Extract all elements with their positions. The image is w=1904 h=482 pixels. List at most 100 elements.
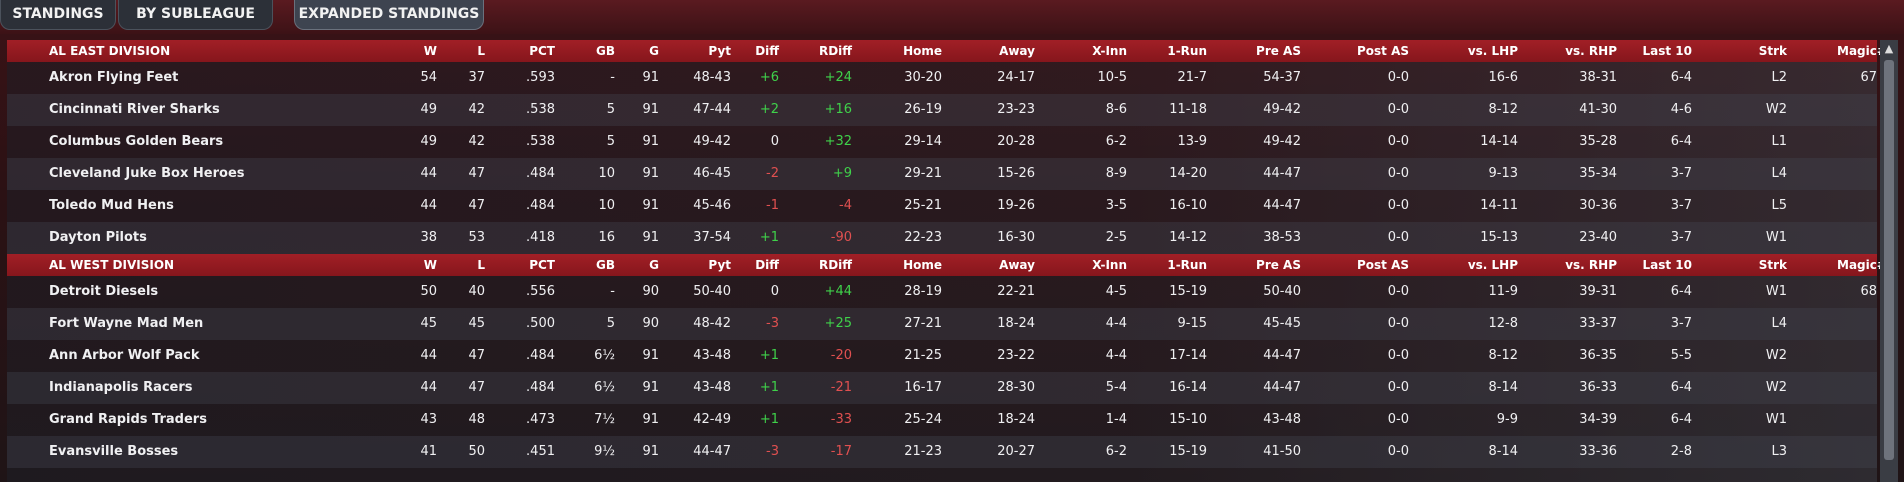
table-row[interactable]: Indianapolis Racers 44 47 .484 6½ 91 43-48 +1 -2… xyxy=(7,372,1877,404)
cell-pct: .484 xyxy=(526,348,555,363)
cell-w: 43 xyxy=(420,412,437,427)
cell-xinn: 1-4 xyxy=(1105,412,1127,427)
column-header[interactable]: Home xyxy=(903,44,942,58)
column-header[interactable]: vs. LHP xyxy=(1467,258,1518,272)
table-row[interactable]: Detroit Diesels 50 40 .556 - 90 50-40 0 +44 28-19… xyxy=(7,276,1877,308)
table-row[interactable]: Cincinnati River Sharks 49 42 .538 5 91 47-44 +… xyxy=(7,94,1877,126)
column-header[interactable]: Away xyxy=(999,258,1035,272)
column-header[interactable]: Post AS xyxy=(1356,258,1409,272)
column-header[interactable]: X-Inn xyxy=(1092,44,1127,58)
team-name[interactable]: Grand Rapids Traders xyxy=(49,412,207,427)
column-header[interactable]: X-Inn xyxy=(1092,258,1127,272)
column-header[interactable]: 1-Run xyxy=(1167,44,1207,58)
column-header[interactable]: G xyxy=(649,44,659,58)
column-header[interactable]: Strk xyxy=(1758,44,1787,58)
column-header[interactable]: W xyxy=(423,258,437,272)
team-name[interactable]: Cleveland Juke Box Heroes xyxy=(49,166,245,181)
cell-strk: L2 xyxy=(1771,70,1787,85)
team-name[interactable]: Detroit Diesels xyxy=(49,284,159,299)
column-header[interactable]: Pyt xyxy=(708,44,731,58)
cell-pyt: 47-44 xyxy=(693,102,731,117)
cell-strk: L5 xyxy=(1771,198,1787,213)
team-name[interactable]: Toledo Mud Hens xyxy=(49,198,174,213)
team-name[interactable]: Evansville Bosses xyxy=(49,444,179,459)
column-header[interactable]: L xyxy=(477,44,485,58)
team-name[interactable]: Columbus Golden Bears xyxy=(49,134,224,149)
tab-by-subleague[interactable]: BY SUBLEAGUE xyxy=(118,0,273,30)
cell-last10: 6-4 xyxy=(1670,134,1692,149)
table-row[interactable]: Fort Wayne Mad Men 45 45 .500 5 90 48-42 -3 +25 2… xyxy=(7,308,1877,340)
cell-home: 29-14 xyxy=(904,134,942,149)
column-header[interactable]: Away xyxy=(999,44,1035,58)
column-header[interactable]: Strk xyxy=(1758,258,1787,272)
column-header[interactable]: Pre AS xyxy=(1256,258,1301,272)
column-header[interactable]: RDiff xyxy=(818,258,852,272)
tab-expanded-standings[interactable]: EXPANDED STANDINGS xyxy=(294,0,484,30)
cell-l: 53 xyxy=(468,230,485,245)
column-header[interactable]: PCT xyxy=(529,258,555,272)
column-header[interactable]: Magic# xyxy=(1837,258,1887,272)
table-row[interactable]: Ann Arbor Wolf Pack 44 47 .484 6½ 91 43-48 +1 -2… xyxy=(7,340,1877,372)
column-header[interactable]: vs. RHP xyxy=(1565,258,1617,272)
cell-rdiff: -17 xyxy=(830,444,852,459)
cell-gb: 7½ xyxy=(594,412,615,427)
cell-gb: - xyxy=(610,284,615,299)
column-header[interactable]: Pre AS xyxy=(1256,44,1301,58)
table-row[interactable]: Evansville Bosses 41 50 .451 9½ 91 44-47 -3 -17 2… xyxy=(7,436,1877,468)
column-header[interactable]: G xyxy=(649,258,659,272)
cell-onerun: 9-15 xyxy=(1177,316,1207,331)
column-header[interactable]: Magic# xyxy=(1837,44,1887,58)
scrollbar-thumb[interactable] xyxy=(1884,60,1894,460)
column-header[interactable]: Last 10 xyxy=(1642,44,1693,58)
column-header[interactable]: vs. LHP xyxy=(1467,44,1518,58)
column-header[interactable]: L xyxy=(477,258,485,272)
cell-postas: 0-0 xyxy=(1387,70,1409,85)
cell-diff: +6 xyxy=(759,70,779,85)
table-row[interactable]: Toledo Mud Hens 44 47 .484 10 91 45-46 -1 -4 25-2… xyxy=(7,190,1877,222)
table-row[interactable]: Dayton Pilots 38 53 .418 16 91 37-54 +1 -90 22-23… xyxy=(7,222,1877,254)
cell-postas: 0-0 xyxy=(1387,284,1409,299)
vertical-scrollbar[interactable]: ▲ xyxy=(1880,40,1898,482)
cell-vslhp: 12-8 xyxy=(1488,316,1518,331)
team-name[interactable]: Ann Arbor Wolf Pack xyxy=(49,348,200,363)
cell-last10: 6-4 xyxy=(1670,284,1692,299)
column-header[interactable]: 1-Run xyxy=(1167,258,1207,272)
table-row[interactable]: Akron Flying Feet 54 37 .593 - 91 48-43 +6 +24 30… xyxy=(7,62,1877,94)
column-header[interactable]: Last 10 xyxy=(1642,258,1693,272)
column-header[interactable]: RDiff xyxy=(818,44,852,58)
cell-diff: -3 xyxy=(766,444,779,459)
cell-xinn: 4-4 xyxy=(1105,348,1127,363)
cell-xinn: 6-2 xyxy=(1105,444,1127,459)
cell-pyt: 50-40 xyxy=(693,284,731,299)
column-header[interactable]: Home xyxy=(903,258,942,272)
cell-preas: 38-53 xyxy=(1263,230,1301,245)
cell-l: 45 xyxy=(468,316,485,331)
table-row[interactable]: Columbus Golden Bears 49 42 .538 5 91 49-42 0 +3… xyxy=(7,126,1877,158)
column-header[interactable]: Diff xyxy=(755,44,779,58)
column-header[interactable]: vs. RHP xyxy=(1565,44,1617,58)
cell-preas: 45-45 xyxy=(1263,316,1301,331)
column-header[interactable]: GB xyxy=(596,258,615,272)
cell-postas: 0-0 xyxy=(1387,230,1409,245)
team-name[interactable]: Indianapolis Racers xyxy=(49,380,193,395)
column-header[interactable]: W xyxy=(423,44,437,58)
cell-pct: .473 xyxy=(526,412,555,427)
table-row[interactable]: Cleveland Juke Box Heroes 44 47 .484 10 91 46-… xyxy=(7,158,1877,190)
column-header[interactable]: Pyt xyxy=(708,258,731,272)
cell-onerun: 14-12 xyxy=(1169,230,1207,245)
team-name[interactable]: Cincinnati River Sharks xyxy=(49,102,220,117)
table-row[interactable]: Grand Rapids Traders 43 48 .473 7½ 91 42-49 +1 -… xyxy=(7,404,1877,436)
column-header[interactable]: PCT xyxy=(529,44,555,58)
team-name[interactable]: Dayton Pilots xyxy=(49,230,147,245)
column-header[interactable]: Diff xyxy=(755,258,779,272)
cell-strk: L4 xyxy=(1771,316,1787,331)
team-name[interactable]: Fort Wayne Mad Men xyxy=(49,316,204,331)
cell-pyt: 43-48 xyxy=(693,348,731,363)
column-header[interactable]: GB xyxy=(596,44,615,58)
team-name[interactable]: Akron Flying Feet xyxy=(49,70,179,85)
chevron-up-icon[interactable]: ▲ xyxy=(1884,42,1894,55)
column-header[interactable]: Post AS xyxy=(1356,44,1409,58)
tab-standings[interactable]: STANDINGS xyxy=(0,0,116,30)
cell-gb: 10 xyxy=(598,198,615,213)
cell-g: 91 xyxy=(642,444,659,459)
